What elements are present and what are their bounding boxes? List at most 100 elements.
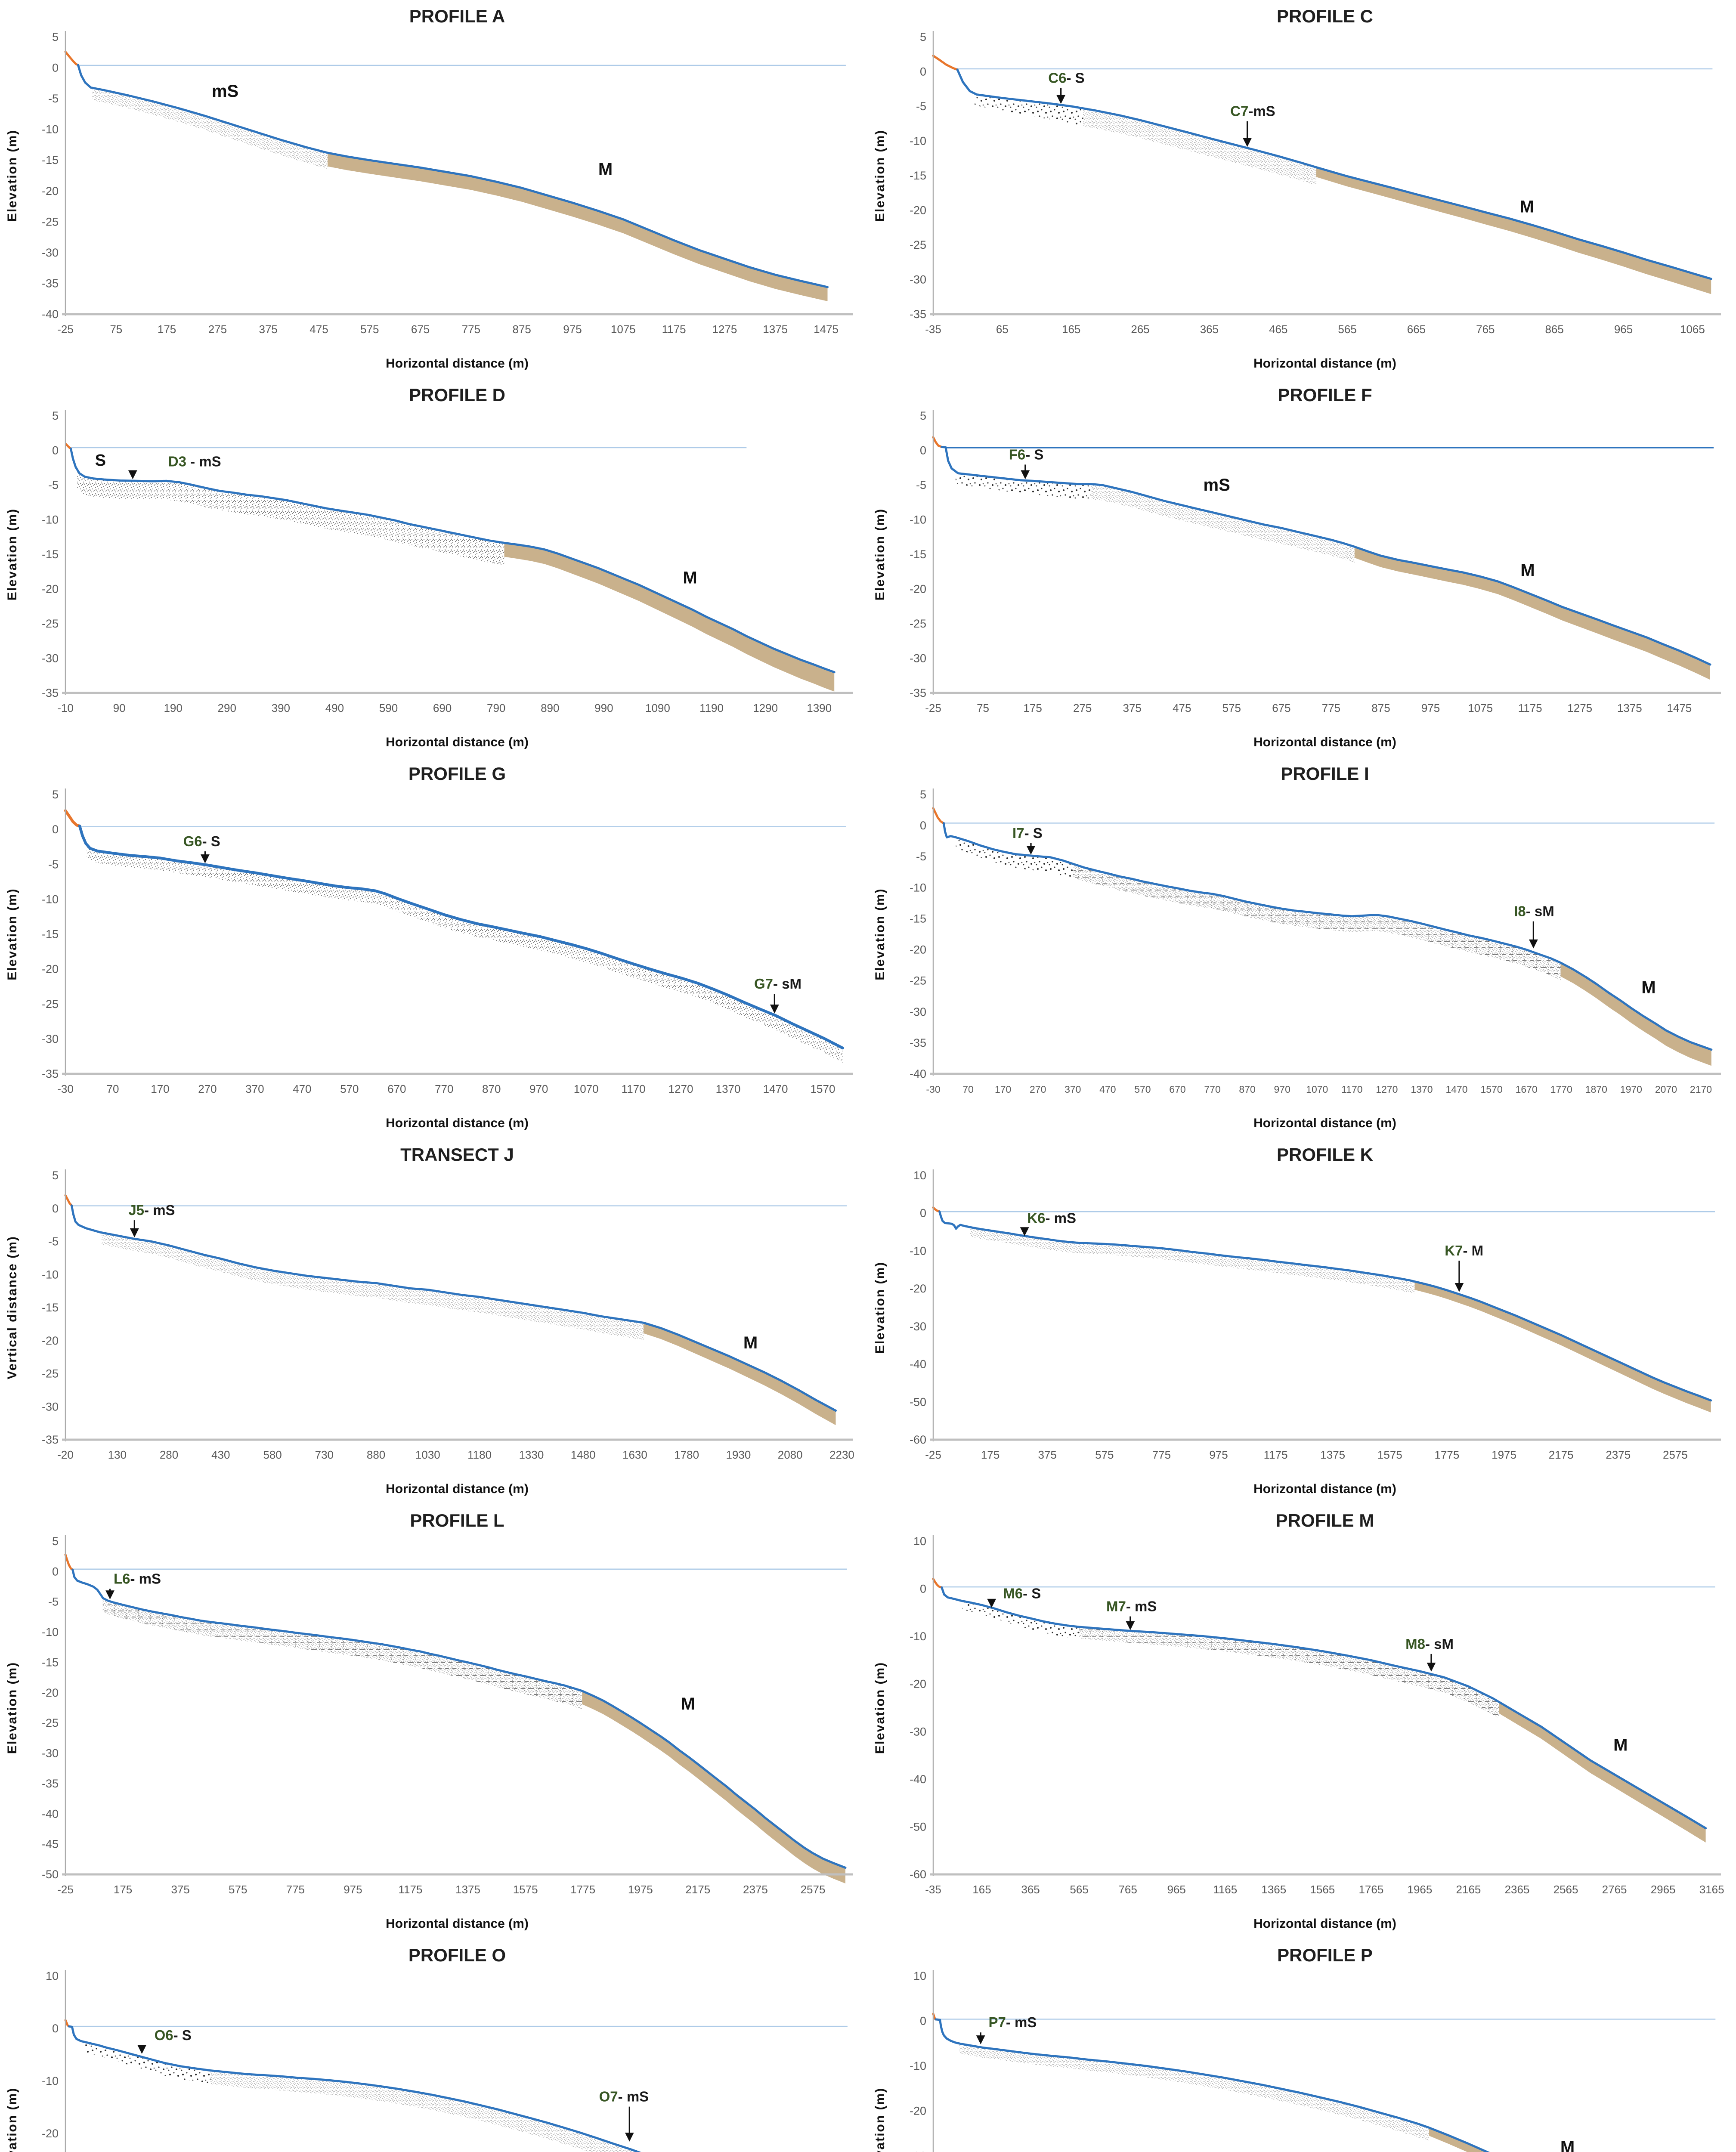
sample-annotation-label: O6- S [155, 2027, 192, 2043]
y-tick-label: -5 [916, 850, 926, 863]
x-tick-label: 775 [286, 1883, 305, 1896]
x-tick-label: 1370 [716, 1082, 741, 1095]
x-tick-label: 75 [110, 323, 122, 336]
beach-line [64, 1194, 73, 1207]
x-tick-label: 2165 [1456, 1883, 1481, 1896]
y-tick-label: -40 [910, 1067, 926, 1080]
y-tick-label: 0 [52, 1565, 59, 1578]
x-tick-labels: -10 90 190 290 390 490 590 690 790 890 990 1090 1190… [57, 702, 832, 714]
x-tick-label: -10 [57, 702, 74, 714]
y-tick-label: -10 [910, 1244, 926, 1257]
beach-line [932, 436, 943, 448]
y-tick-label: -35 [910, 308, 926, 321]
y-tick-label: -10 [42, 1268, 59, 1281]
y-tick-label: -20 [42, 583, 59, 596]
x-tick-label: 1770 [1550, 1084, 1572, 1095]
y-tick-labels: 5 0 -5 -10 -15 -20 -25 -30 -35 [910, 31, 926, 321]
zone-band-m [1414, 1282, 1711, 1413]
y-axis-title: Elevation (m) [5, 2087, 19, 2152]
y-tick-label: -10 [910, 881, 926, 894]
x-tick-label: 390 [272, 702, 290, 714]
y-tick-label: -30 [910, 2149, 926, 2152]
y-axis-title: Elevation (m) [5, 1662, 19, 1754]
y-tick-label: 0 [920, 2015, 926, 2028]
y-tick-label: 10 [46, 1970, 59, 1982]
y-tick-label: -30 [42, 1400, 59, 1413]
x-tick-label: 365 [1021, 1883, 1040, 1896]
x-tick-label: 130 [108, 1448, 127, 1461]
chart-panel-profile-i: 5 0 -5 -10 -15 -20 -25 -30 -35 -40 -30 70 170 270 370 4… [868, 758, 1736, 1138]
y-tick-label: -50 [910, 1395, 926, 1408]
zone-band-s [956, 838, 1074, 880]
seabed-profile-line [942, 822, 1713, 1051]
x-tick-label: 970 [1274, 1084, 1290, 1095]
sample-annotation-label: C6- S [1048, 70, 1084, 86]
sample-annotation-label: O7- mS [599, 2089, 649, 2105]
x-tick-label: 1090 [645, 702, 670, 714]
x-tick-label: 665 [1407, 323, 1426, 336]
y-tick-label: -30 [910, 273, 926, 286]
y-tick-label: -50 [910, 1820, 926, 1833]
zone-band-ms [1091, 485, 1355, 563]
zone-band-ms [102, 1234, 644, 1340]
y-tick-label: 5 [52, 788, 59, 801]
x-tick-label: 565 [1338, 323, 1356, 336]
y-tick-label: -30 [910, 652, 926, 665]
x-tick-label: 575 [229, 1883, 247, 1896]
x-axis-title: Horizontal distance (m) [1253, 1482, 1396, 1496]
x-tick-label: 775 [462, 323, 480, 336]
y-tick-labels: 100-10-20-30-40-50-60 [910, 1169, 926, 1446]
sample-annotation-label: K7- M [1445, 1243, 1483, 1258]
seabed-profile-line [78, 824, 844, 1050]
x-tick-label: -25 [925, 1448, 941, 1461]
zone-band-m [504, 544, 835, 692]
chart-title: PROFILE O [408, 1945, 506, 1965]
zone-band-sm [1079, 1627, 1499, 1718]
sample-annotation-label: M6- S [1003, 1586, 1041, 1602]
sediment-type-label: M [1613, 1736, 1628, 1755]
y-axis-title: Elevation (m) [873, 2087, 887, 2152]
sediment-zones [102, 1599, 845, 1884]
sample-annotation-label: L6- mS [114, 1571, 161, 1587]
x-tick-label: 1175 [1518, 702, 1542, 714]
chart-svg-profile-p: 100-10-20-30-40-50-60-351653655657659651… [873, 1945, 1716, 2152]
y-tick-label: -20 [910, 1678, 926, 1691]
y-tick-labels: 5 0 -5 -10 -15 -20 -25 -30 -35 [42, 788, 59, 1080]
x-tick-label: 375 [171, 1883, 189, 1896]
x-tick-label: 880 [367, 1448, 385, 1461]
sediment-zones [962, 1602, 1706, 1843]
x-tick-label: 770 [1204, 1084, 1220, 1095]
beach-line [64, 1553, 74, 1571]
sediment-type-label: M [743, 1333, 758, 1352]
y-tick-label: -5 [916, 479, 926, 492]
sediment-zones [92, 89, 828, 301]
chart-title: PROFILE M [1276, 1510, 1374, 1531]
chart-svg-profile-g: 5 0 -5 -10 -15 -20 -25 -30 -35 -30 70 170 270 370 470 5… [5, 764, 853, 1130]
sediment-type-label: M [1520, 561, 1535, 580]
y-tick-label: -25 [910, 238, 926, 251]
x-tick-labels: -30 70 170 270 370 470 570 670 770 870 970 1070 1170… [926, 1084, 1712, 1095]
y-tick-label: 5 [920, 788, 926, 801]
y-tick-label: -15 [42, 548, 59, 561]
x-tick-labels: -25 175 375 575 775 975 1175 1375 1575 1775 1975 21… [57, 1883, 825, 1896]
x-tick-label: 1375 [1320, 1448, 1345, 1461]
seabed-profile-line [941, 445, 1711, 666]
chart-panel-profile-k: 10 0 -10 -20 -30 -40 -50 -60 -25 175 375 575 775 975 1… [868, 1138, 1736, 1504]
x-tick-label: 570 [1134, 1084, 1151, 1095]
zone-band-sd [77, 470, 504, 565]
x-tick-label: 590 [379, 702, 398, 714]
x-tick-label: 1175 [1264, 1448, 1288, 1461]
y-tick-labels: 100-10-20-30-40-50-60 [910, 1970, 926, 2152]
x-tick-labels: -25 175 375 575 775 975 1175 1375 1575 1775 1975 21… [925, 1448, 1688, 1461]
y-tick-label: -10 [42, 1626, 59, 1639]
x-tick-label: 265 [1131, 323, 1149, 336]
y-tick-label: 5 [52, 409, 59, 422]
x-tick-label: 1475 [814, 323, 839, 336]
y-tick-label: -15 [910, 548, 926, 561]
x-tick-label: 1175 [662, 323, 686, 336]
y-tick-label: 0 [920, 444, 926, 457]
x-tick-label: 2070 [1655, 1084, 1677, 1095]
y-tick-label: 5 [920, 409, 926, 422]
y-tick-label: -20 [42, 1334, 59, 1347]
x-tick-label: -35 [925, 323, 941, 336]
